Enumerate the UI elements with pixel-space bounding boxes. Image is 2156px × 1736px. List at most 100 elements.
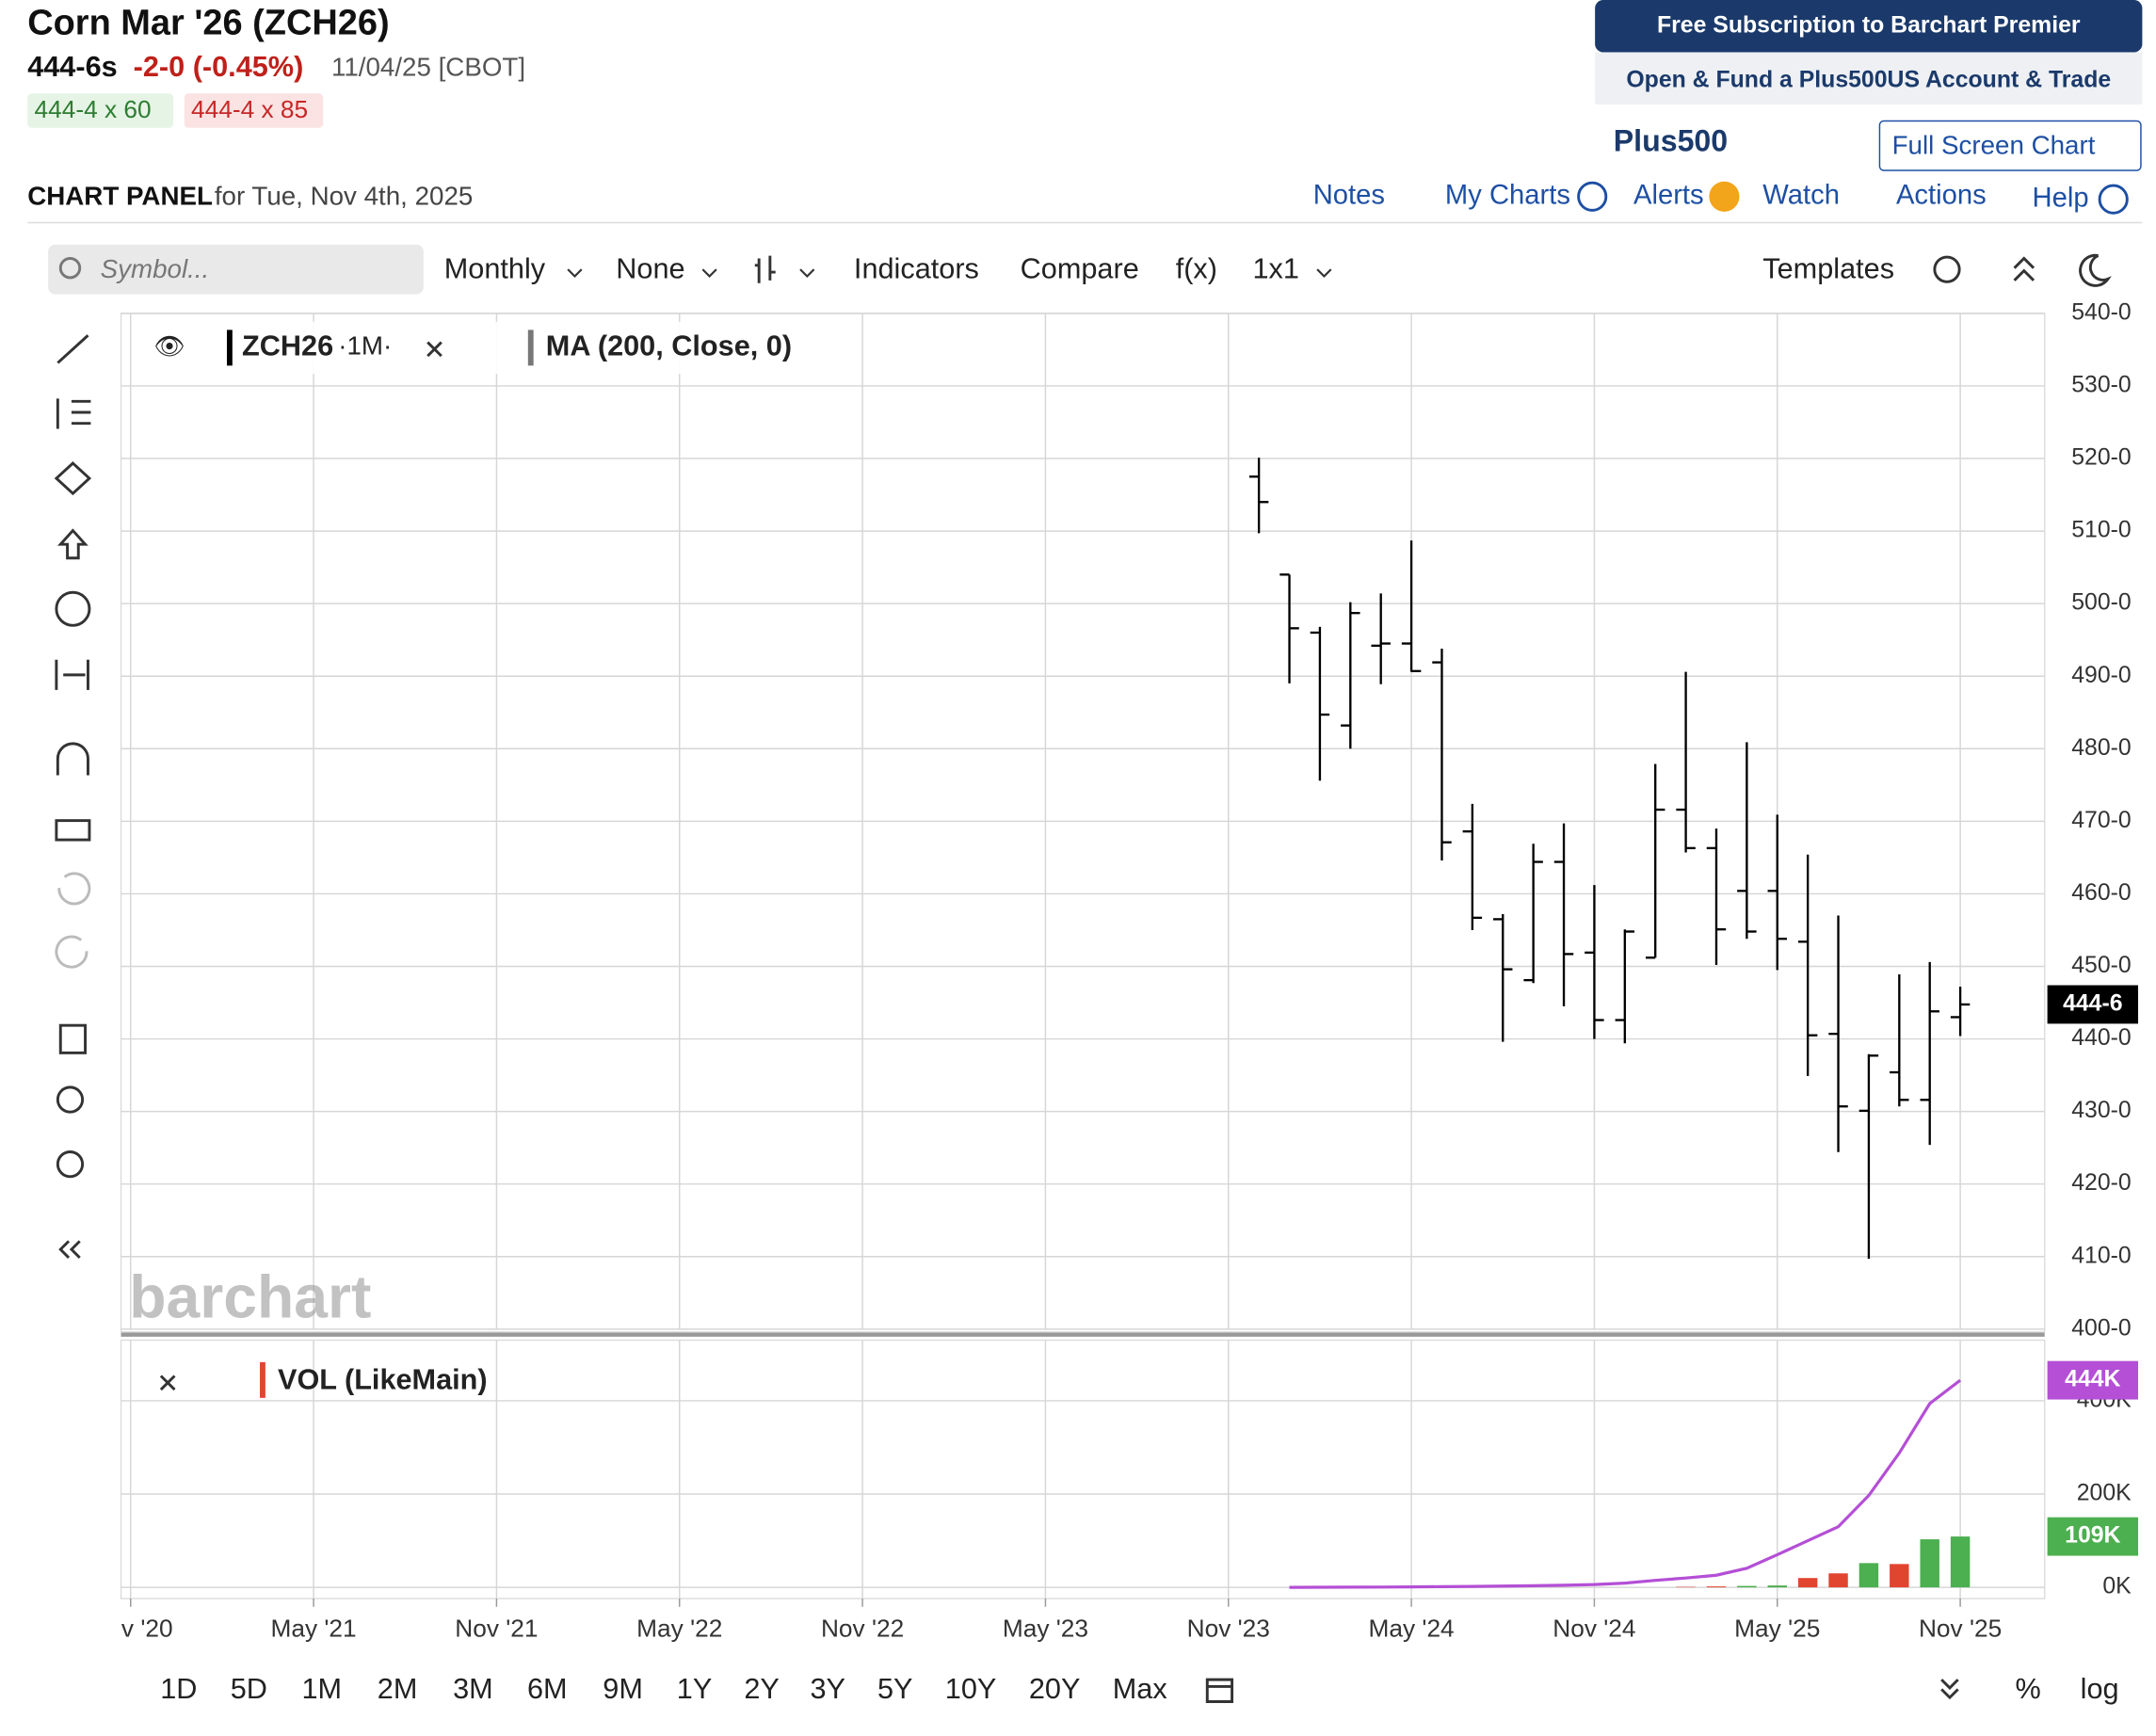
- dark-mode-icon[interactable]: [2079, 253, 2112, 287]
- value-badge: [2047, 1517, 2139, 1556]
- y-tick-label: 460-0: [2071, 880, 2131, 906]
- nav-item[interactable]: Alerts: [1633, 181, 1704, 211]
- dropdown-arrows[interactable]: [567, 268, 1332, 279]
- promo-text[interactable]: Open & Fund a Plus500US Account & Trade: [1626, 68, 2111, 93]
- legend-series: ZCH26: [242, 330, 333, 362]
- range-button[interactable]: 2Y: [744, 1673, 780, 1705]
- plus-icon[interactable]: [1577, 181, 1608, 212]
- toolbar-item[interactable]: None: [616, 253, 684, 285]
- last-price-label: 444-6: [2063, 991, 2122, 1017]
- volume-bar: [1858, 1563, 1879, 1588]
- log-toggle[interactable]: log: [2081, 1673, 2119, 1705]
- y-tick-label: 500-0: [2071, 590, 2131, 616]
- volume-bar: [1767, 1585, 1787, 1588]
- y-tick-label: 200K: [2077, 1481, 2132, 1506]
- y-tick-label: 420-0: [2071, 1170, 2131, 1196]
- ask-box: [184, 93, 324, 128]
- panel-title: CHART PANEL: [27, 182, 213, 211]
- collapse-icon[interactable]: [2013, 256, 2035, 281]
- y-tick-label: 400-0: [2071, 1315, 2131, 1341]
- volume-bar: [1797, 1578, 1818, 1588]
- promo-button[interactable]: [1595, 52, 2143, 104]
- bid: 444-4 x 60: [35, 95, 152, 123]
- nav-item[interactable]: Watch: [1762, 181, 1840, 211]
- value-badge-label: 444K: [2065, 1367, 2120, 1392]
- legend-eye[interactable]: 👁: [154, 331, 185, 360]
- volume-bar: [1737, 1585, 1757, 1588]
- panel-date: for Tue, Nov 4th, 2025: [215, 182, 473, 211]
- legend-interval: ·1M·: [338, 331, 392, 361]
- x-tick-label: May '21: [270, 1615, 356, 1643]
- help-icon[interactable]: [2098, 184, 2129, 215]
- toolbar-item[interactable]: Monthly: [444, 253, 546, 285]
- legend-swatch: [527, 330, 534, 366]
- volume-bar: [1950, 1536, 1971, 1588]
- x-tick-label: Nov '24: [1553, 1615, 1635, 1643]
- toolbar-item[interactable]: Indicators: [854, 253, 979, 285]
- range-button[interactable]: 1D: [160, 1673, 197, 1705]
- percent-toggle[interactable]: %: [2016, 1673, 2041, 1705]
- drawing-tools[interactable]: [54, 334, 92, 1259]
- value-badge-label: 109K: [2065, 1523, 2120, 1549]
- symbol-placeholder[interactable]: Symbol...: [101, 254, 210, 283]
- watermark: barchart: [129, 1263, 371, 1331]
- alert-icon[interactable]: [1709, 181, 1740, 212]
- toolbar-item[interactable]: Templates: [1762, 253, 1894, 285]
- y-tick-label: 430-0: [2071, 1098, 2131, 1123]
- range-button[interactable]: Max: [1113, 1673, 1167, 1705]
- legend-swatch: [226, 330, 233, 366]
- x-tick-label: v '20: [121, 1615, 173, 1643]
- range-button[interactable]: 5D: [231, 1673, 267, 1705]
- nav-item[interactable]: Actions: [1896, 181, 1987, 211]
- x-tick-label: Nov '23: [1187, 1615, 1270, 1643]
- calendar-icon[interactable]: [1205, 1678, 1234, 1703]
- symbol-title: Corn Mar '26 (ZCH26): [27, 3, 389, 42]
- bar-type-icon[interactable]: [754, 255, 776, 283]
- last-price: 444-6s: [27, 51, 117, 83]
- full-screen-text[interactable]: Full Screen Chart: [1892, 131, 2096, 160]
- range-button[interactable]: 6M: [527, 1673, 568, 1705]
- volume-bar: [1920, 1539, 1939, 1588]
- range-button[interactable]: 1Y: [677, 1673, 713, 1705]
- toolbar-item[interactable]: f(x): [1176, 253, 1217, 285]
- range-button[interactable]: 2M: [378, 1673, 418, 1705]
- x-tick-label: Nov '21: [455, 1615, 538, 1643]
- full-screen-button[interactable]: [1878, 120, 2142, 171]
- y-tick-label: 480-0: [2071, 735, 2131, 761]
- search-icon: [58, 257, 82, 280]
- plus500-logo[interactable]: Plus500: [1614, 123, 1728, 157]
- plot: 400-0 410-0 420-0 430-0 440-0 450-0 460-0 470-0…: [121, 299, 2139, 1643]
- range-button[interactable]: 3Y: [810, 1673, 845, 1705]
- ask: 444-4 x 85: [191, 95, 308, 123]
- promo-text[interactable]: Free Subscription to Barchart Premier: [1657, 12, 2081, 38]
- y-tick-label: 410-0: [2071, 1243, 2131, 1268]
- toolbar-item[interactable]: Compare: [1021, 253, 1139, 285]
- y-tick-label: 490-0: [2071, 663, 2131, 688]
- x-tick-label: May '25: [1734, 1615, 1820, 1643]
- range-button[interactable]: 3M: [453, 1673, 493, 1705]
- range-button[interactable]: 10Y: [945, 1673, 997, 1705]
- symbol-input[interactable]: [48, 244, 424, 295]
- y-tick-label: 0K: [2102, 1574, 2132, 1599]
- promo-button[interactable]: [1595, 0, 2143, 53]
- range-button[interactable]: 9M: [603, 1673, 643, 1705]
- close-icon[interactable]: [426, 341, 442, 358]
- range-button[interactable]: 1M: [301, 1673, 342, 1705]
- nav-item[interactable]: Notes: [1313, 181, 1385, 211]
- range-button[interactable]: 20Y: [1029, 1673, 1081, 1705]
- ma-line: [1289, 1378, 1962, 1589]
- toolbar-item[interactable]: 1x1: [1252, 253, 1298, 285]
- settings-icon[interactable]: [1933, 255, 1961, 283]
- y-tick-label: 540-0: [2071, 299, 2131, 325]
- expand-icon[interactable]: [1940, 1679, 1959, 1700]
- legend-bg: [132, 321, 812, 375]
- range-button[interactable]: 5Y: [877, 1673, 913, 1705]
- nav-item[interactable]: Help: [2033, 183, 2089, 213]
- close-icon[interactable]: [159, 1374, 176, 1391]
- y-tick-label: 450-0: [2071, 953, 2131, 978]
- last-price-box: [2047, 985, 2139, 1024]
- nav-item[interactable]: My Charts: [1445, 181, 1570, 211]
- x-tick-label: Nov '25: [1919, 1615, 2002, 1643]
- volume-bar: [1706, 1586, 1727, 1588]
